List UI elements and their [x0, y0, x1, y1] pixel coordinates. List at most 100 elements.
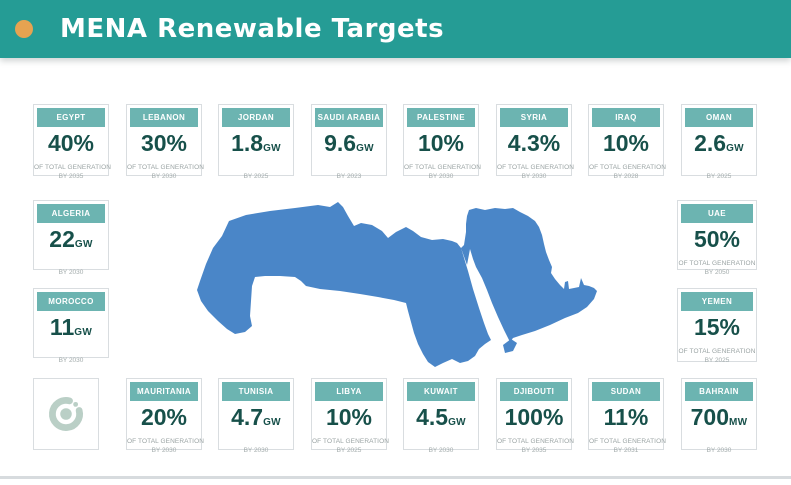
target-basis: OF TOTAL GENERATION: [497, 438, 575, 445]
target-value: 10%: [589, 130, 663, 162]
target-number: 100%: [504, 404, 564, 430]
target-value: 2.6GW: [682, 130, 756, 162]
target-value: 11%: [589, 404, 663, 436]
country-name: UAE: [681, 204, 753, 223]
target-value: 1.8GW: [219, 130, 293, 162]
country-card-tunisia: TUNISIA 4.7GW BY 2030: [218, 378, 294, 454]
circle-orbit-logo-icon: [49, 397, 83, 431]
country-card-iraq: IRAQ 10% OF TOTAL GENERATION BY 2028: [588, 104, 666, 180]
country-card-syria: SYRIA 4.3% OF TOTAL GENERATION BY 2030: [496, 104, 575, 180]
target-basis: [219, 164, 293, 172]
country-card-uae: UAE 50% OF TOTAL GENERATION BY 2050: [677, 200, 757, 276]
target-year: BY 2025: [706, 173, 732, 180]
target-number: 30%: [140, 130, 188, 156]
target-basis: OF TOTAL GENERATION: [589, 438, 667, 445]
country-card-mauritania: MAURITANIA 20% OF TOTAL GENERATION BY 20…: [126, 378, 205, 454]
target-value: 10%: [312, 404, 386, 436]
country-name: ALGERIA: [37, 204, 105, 223]
target-number: 4.3%: [507, 130, 561, 156]
target-year: BY 2030: [521, 173, 547, 180]
target-value: 11GW: [34, 314, 108, 346]
target-number: 40%: [47, 130, 95, 156]
target-year: BY 2030: [151, 447, 177, 454]
country-card-egypt: EGYPT 40% OF TOTAL GENERATION BY 2035: [33, 104, 111, 180]
country-name: SUDAN: [592, 382, 660, 401]
target-unit: GW: [263, 417, 281, 428]
mena-region-map: [180, 186, 620, 376]
target-year: BY 2030: [151, 173, 177, 180]
country-card-sudan: SUDAN 11% OF TOTAL GENERATION BY 2031: [588, 378, 667, 454]
target-year: BY 2035: [58, 173, 84, 180]
target-value: 9.6GW: [312, 130, 386, 162]
target-number: 11%: [603, 404, 649, 430]
target-value: 100%: [497, 404, 571, 436]
country-name: LIBYA: [315, 382, 383, 401]
target-year: BY 2023: [336, 173, 362, 180]
target-number: 22: [49, 226, 75, 252]
country-name: YEMEN: [681, 292, 753, 311]
target-unit: GW: [263, 143, 281, 154]
mena-map-svg: [197, 202, 597, 367]
country-card-kuwait: KUWAIT 4.5GW BY 2030: [403, 378, 479, 454]
target-value: 40%: [34, 130, 108, 162]
country-card-jordan: JORDAN 1.8GW BY 2025: [218, 104, 294, 180]
target-value: 22GW: [34, 226, 108, 258]
target-number: 10%: [417, 130, 465, 156]
target-number: 9.6: [324, 130, 357, 156]
footer-divider: [0, 476, 791, 479]
country-name: JORDAN: [222, 108, 290, 127]
target-year: BY 2030: [58, 269, 84, 276]
country-name: EGYPT: [37, 108, 105, 127]
target-year: BY 2025: [243, 173, 269, 180]
country-card-lebanon: LEBANON 30% OF TOTAL GENERATION BY 2030: [126, 104, 204, 180]
target-year: BY 2030: [706, 447, 732, 454]
country-name: LEBANON: [130, 108, 198, 127]
target-number: 2.6: [694, 130, 727, 156]
target-value: 15%: [678, 314, 756, 346]
target-basis: OF TOTAL GENERATION: [127, 438, 205, 445]
country-card-yemen: YEMEN 15% OF TOTAL GENERATION BY 2025: [677, 288, 757, 364]
target-basis: [34, 260, 108, 268]
target-year: BY 2025: [336, 447, 362, 454]
target-number: 4.5: [416, 404, 449, 430]
target-number: 4.7: [231, 404, 264, 430]
target-value: 50%: [678, 226, 756, 258]
target-unit: MW: [729, 417, 748, 428]
target-number: 1.8: [231, 130, 264, 156]
target-number: 11: [49, 314, 75, 340]
target-value: 4.3%: [497, 130, 571, 162]
accent-dot-icon: [15, 20, 33, 38]
country-card-libya: LIBYA 10% OF TOTAL GENERATION BY 2025: [311, 378, 390, 454]
country-name: BAHRAIN: [685, 382, 753, 401]
country-name: SYRIA: [500, 108, 568, 127]
target-year: BY 2030: [243, 447, 269, 454]
target-number: 15%: [693, 314, 741, 340]
country-card-algeria: ALGERIA 22GW BY 2030: [33, 200, 109, 276]
target-basis: [682, 438, 756, 446]
target-basis: [219, 438, 293, 446]
target-basis: [682, 164, 756, 172]
country-name: KUWAIT: [407, 382, 475, 401]
target-year: BY 2028: [613, 173, 639, 180]
country-name: SAUDI ARABIA: [315, 108, 383, 127]
target-year: BY 2030: [428, 173, 454, 180]
target-value: 4.5GW: [404, 404, 478, 436]
target-unit: GW: [74, 327, 93, 338]
target-basis: OF TOTAL GENERATION: [678, 260, 756, 267]
target-number: 50%: [693, 226, 741, 252]
target-year: BY 2035: [521, 447, 547, 454]
country-name: IRAQ: [592, 108, 660, 127]
target-basis: OF TOTAL GENERATION: [497, 164, 575, 171]
target-basis: OF TOTAL GENERATION: [312, 438, 390, 445]
target-number: 10%: [325, 404, 373, 430]
target-unit: GW: [74, 239, 93, 250]
country-card-saudi-arabia: SAUDI ARABIA 9.6GW BY 2023: [311, 104, 387, 180]
logo-card: [33, 378, 99, 450]
target-year: BY 2031: [613, 447, 639, 454]
country-name: TUNISIA: [222, 382, 290, 401]
target-unit: GW: [356, 143, 374, 154]
country-name: MAURITANIA: [130, 382, 198, 401]
target-number: 10%: [602, 130, 650, 156]
country-card-bahrain: BAHRAIN 700MW BY 2030: [681, 378, 757, 454]
target-year: BY 2030: [58, 357, 84, 364]
